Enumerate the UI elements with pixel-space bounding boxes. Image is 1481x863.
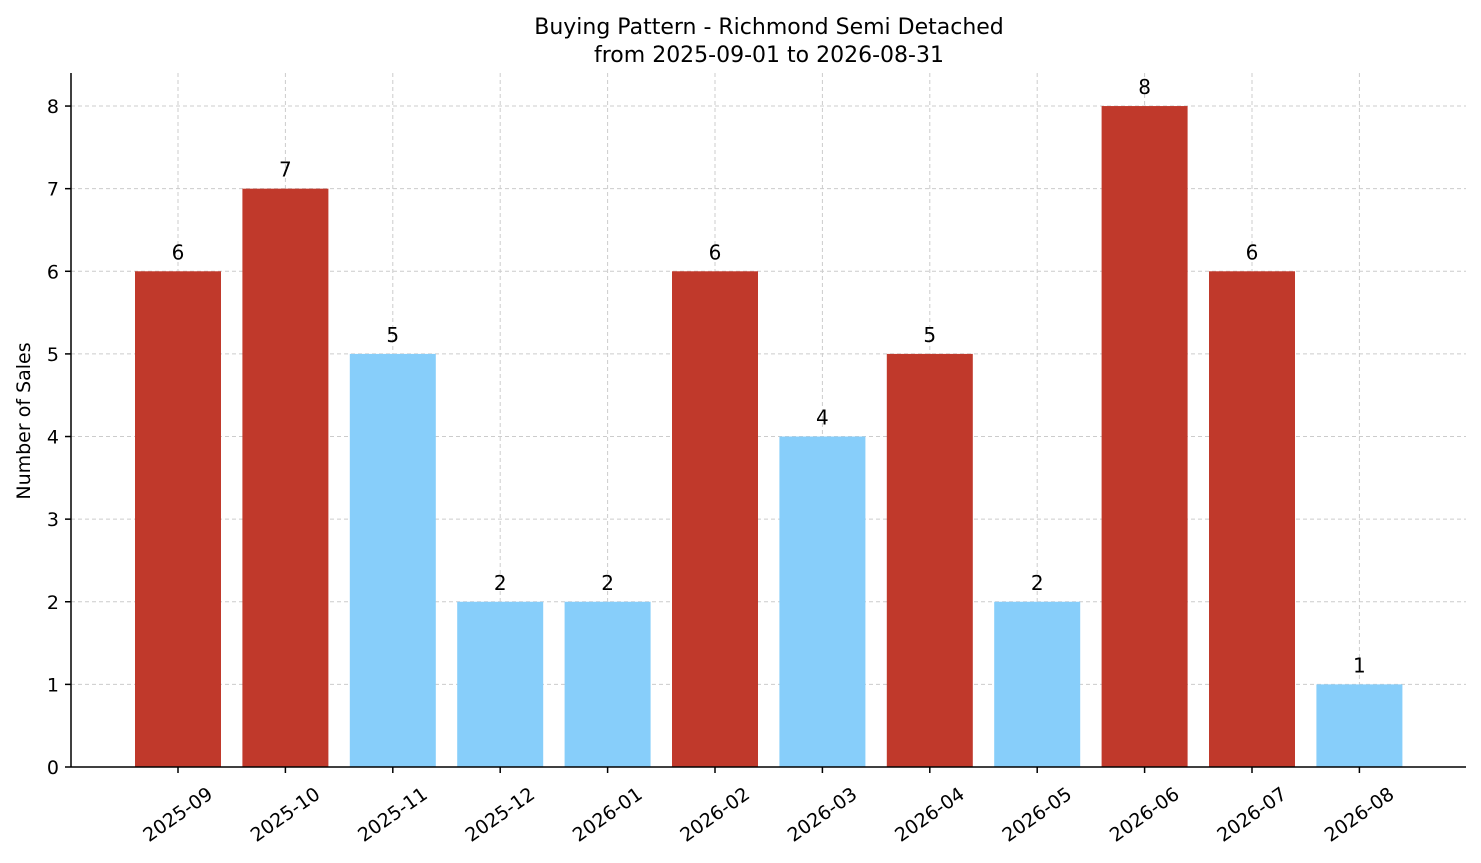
data-label: 5 (386, 323, 399, 347)
bar-2026-05 (994, 601, 1081, 767)
y-tick-label: 7 (47, 179, 59, 201)
x-tick-label: 2026-03 (784, 783, 862, 847)
x-tick-label: 2026-06 (1106, 783, 1184, 847)
x-tick-label: 2025-12 (461, 783, 539, 847)
chart-title: Buying Pattern - Richmond Semi Detached (534, 15, 1004, 40)
data-label: 4 (816, 406, 829, 430)
bar-2025-12 (457, 601, 544, 767)
y-tick-label: 6 (47, 261, 59, 283)
y-tick-label: 2 (47, 592, 59, 614)
bar-2026-08 (1316, 684, 1403, 767)
bar-2025-10 (242, 188, 329, 767)
x-tick-label: 2025-10 (247, 783, 325, 847)
data-labels: 6 7 5 2 2 6 4 5 2 8 6 1 (172, 75, 1366, 677)
x-tick-label: 2026-02 (676, 783, 754, 847)
data-label: 7 (279, 158, 292, 182)
x-tick-label: 2025-09 (139, 783, 217, 847)
y-tick-label: 0 (47, 757, 59, 779)
y-axis-label: Number of Sales (13, 342, 35, 499)
data-label: 2 (601, 571, 614, 595)
x-tick-label: 2025-11 (354, 783, 432, 847)
bar-2026-07 (1209, 271, 1295, 767)
bar-2026-06 (1101, 106, 1188, 768)
y-tick-label: 4 (47, 427, 59, 449)
data-label: 6 (172, 240, 185, 264)
chart-subtitle: from 2025-09-01 to 2026-08-31 (594, 43, 944, 68)
y-tick-label: 1 (47, 674, 59, 696)
bars (135, 106, 1403, 768)
data-label: 6 (1246, 240, 1259, 264)
x-tick-label: 2026-07 (1213, 783, 1291, 847)
bar-2026-01 (564, 601, 651, 767)
bar-2026-04 (886, 353, 973, 767)
bar-2026-02 (672, 271, 758, 767)
bar-2025-09 (135, 271, 221, 767)
x-tick-label: 2026-04 (891, 783, 969, 847)
y-tick-label: 8 (47, 96, 59, 118)
data-label: 2 (494, 571, 507, 595)
data-label: 1 (1353, 653, 1366, 677)
bar-2026-03 (779, 436, 866, 767)
data-label: 6 (709, 240, 722, 264)
x-tick-label: 2026-01 (569, 783, 647, 847)
x-tick-label: 2026-08 (1321, 783, 1399, 847)
y-tick-label: 5 (47, 344, 59, 366)
data-label: 5 (923, 323, 936, 347)
data-label: 2 (1031, 571, 1044, 595)
bar-2025-11 (349, 353, 436, 767)
data-label: 8 (1138, 75, 1151, 99)
y-tick-label: 3 (47, 509, 59, 531)
x-tick-label: 2026-05 (998, 783, 1076, 847)
